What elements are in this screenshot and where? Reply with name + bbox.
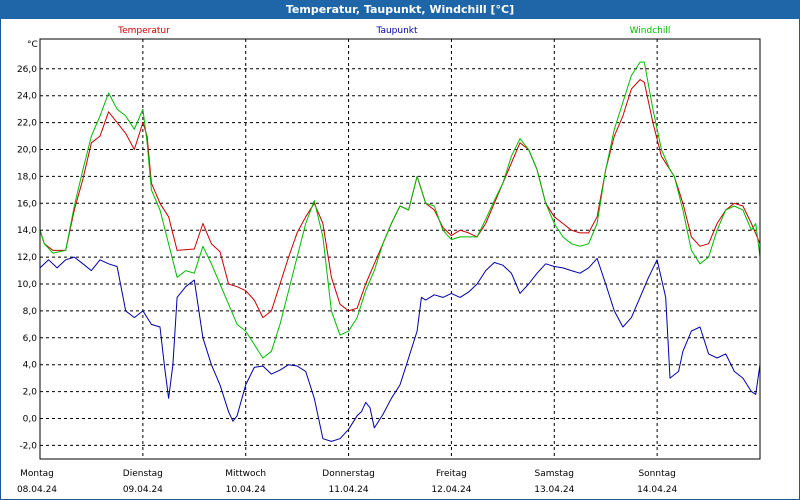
- plot-border: [39, 38, 761, 460]
- x-tick-weekday: Mittwoch: [225, 469, 266, 479]
- y-tick-label: 6,0: [23, 334, 38, 344]
- y-tick-label: 14,0: [17, 226, 37, 236]
- x-axis: Montag 08.04.24 Dienstag 09.04.24 Mittwoch 10…: [17, 469, 677, 495]
- series-line-dewpoint: [39, 256, 761, 442]
- y-tick-label: -2,0: [19, 441, 37, 451]
- legend-item-temperature: Temperatur: [117, 26, 170, 36]
- y-tick-label: 22,0: [17, 119, 37, 129]
- series-lines: [39, 61, 761, 442]
- x-tick-date: 12.04.24: [431, 485, 471, 495]
- y-tick-label: 20,0: [17, 146, 37, 156]
- x-tick-weekday: Freitag: [436, 469, 467, 479]
- y-tick-label: 12,0: [17, 253, 37, 263]
- x-tick-date: 10.04.24: [226, 485, 266, 495]
- series-line-temperature: [39, 79, 761, 319]
- y-tick-label: 16,0: [17, 199, 37, 209]
- window-title: Temperatur, Taupunkt, Windchill [°C]: [0, 0, 800, 19]
- series-line-windchill: [39, 61, 761, 359]
- x-tick-weekday: Samstag: [535, 469, 574, 479]
- legend: Temperatur Taupunkt Windchill: [117, 26, 670, 36]
- grid-lines: [40, 39, 760, 459]
- y-tick-label: 24,0: [17, 92, 37, 102]
- x-tick-weekday: Montag: [20, 469, 54, 479]
- x-tick-weekday: Donnerstag: [322, 469, 375, 479]
- y-tick-label: 10,0: [17, 280, 37, 290]
- legend-item-dewpoint: Taupunkt: [375, 26, 418, 36]
- x-tick-date: 08.04.24: [17, 485, 57, 495]
- x-tick-date: 09.04.24: [123, 485, 163, 495]
- y-unit-label: °C: [27, 40, 38, 50]
- y-tick-label: 8,0: [23, 307, 38, 317]
- x-tick-weekday: Sonntag: [638, 469, 675, 479]
- y-tick-label: 26,0: [17, 65, 37, 75]
- x-tick-date: 11.04.24: [329, 485, 369, 495]
- y-tick-label: 2,0: [23, 388, 38, 398]
- y-tick-label: 18,0: [17, 172, 37, 182]
- y-tick-label: 0,0: [23, 415, 38, 425]
- x-tick-date: 13.04.24: [534, 485, 574, 495]
- x-tick-date: 14.04.24: [637, 485, 677, 495]
- x-tick-weekday: Dienstag: [123, 469, 163, 479]
- legend-item-windchill: Windchill: [630, 26, 671, 36]
- y-tick-label: 4,0: [23, 361, 38, 371]
- y-axis: 26,0 24,0 22,0 20,0 18,0 16,0 14,0 12,0 10,0 8,0 6…: [17, 65, 37, 452]
